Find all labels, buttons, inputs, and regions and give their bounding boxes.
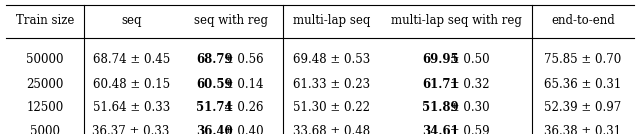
Text: 75.85 ± 0.70: 75.85 ± 0.70: [545, 53, 621, 66]
Text: 36.38 ± 0.31: 36.38 ± 0.31: [545, 125, 621, 134]
Text: 65.36 ± 0.31: 65.36 ± 0.31: [545, 78, 621, 91]
Text: 60.59: 60.59: [196, 78, 233, 91]
Text: 12500: 12500: [26, 101, 64, 114]
Text: 5000: 5000: [30, 125, 60, 134]
Text: ± 0.26: ± 0.26: [220, 101, 264, 114]
Text: 36.40: 36.40: [196, 125, 233, 134]
Text: ± 0.40: ± 0.40: [220, 125, 264, 134]
Text: 36.37 ± 0.33: 36.37 ± 0.33: [92, 125, 170, 134]
Text: 69.95: 69.95: [422, 53, 459, 66]
Text: 60.48 ± 0.15: 60.48 ± 0.15: [93, 78, 170, 91]
Text: ± 0.32: ± 0.32: [446, 78, 490, 91]
Text: 51.74: 51.74: [196, 101, 233, 114]
Text: 34.61: 34.61: [422, 125, 459, 134]
Text: 25000: 25000: [26, 78, 64, 91]
Text: 51.64 ± 0.33: 51.64 ± 0.33: [93, 101, 170, 114]
Text: 51.30 ± 0.22: 51.30 ± 0.22: [293, 101, 371, 114]
Text: 68.74 ± 0.45: 68.74 ± 0.45: [93, 53, 170, 66]
Text: ± 0.50: ± 0.50: [446, 53, 490, 66]
Text: 69.48 ± 0.53: 69.48 ± 0.53: [293, 53, 371, 66]
Text: multi-lap seq: multi-lap seq: [293, 14, 371, 27]
Text: 52.39 ± 0.97: 52.39 ± 0.97: [545, 101, 621, 114]
Text: 61.71: 61.71: [422, 78, 459, 91]
Text: ± 0.59: ± 0.59: [446, 125, 490, 134]
Text: 68.79: 68.79: [196, 53, 233, 66]
Text: multi-lap seq with reg: multi-lap seq with reg: [391, 14, 522, 27]
Text: Train size: Train size: [16, 14, 74, 27]
Text: 61.33 ± 0.23: 61.33 ± 0.23: [293, 78, 371, 91]
Text: end-to-end: end-to-end: [551, 14, 615, 27]
Text: 51.89: 51.89: [422, 101, 459, 114]
Text: 50000: 50000: [26, 53, 64, 66]
Text: seq: seq: [121, 14, 141, 27]
Text: ± 0.14: ± 0.14: [220, 78, 264, 91]
Text: 33.68 ± 0.48: 33.68 ± 0.48: [293, 125, 371, 134]
Text: ± 0.56: ± 0.56: [220, 53, 264, 66]
Text: seq with reg: seq with reg: [194, 14, 268, 27]
Text: ± 0.30: ± 0.30: [446, 101, 490, 114]
